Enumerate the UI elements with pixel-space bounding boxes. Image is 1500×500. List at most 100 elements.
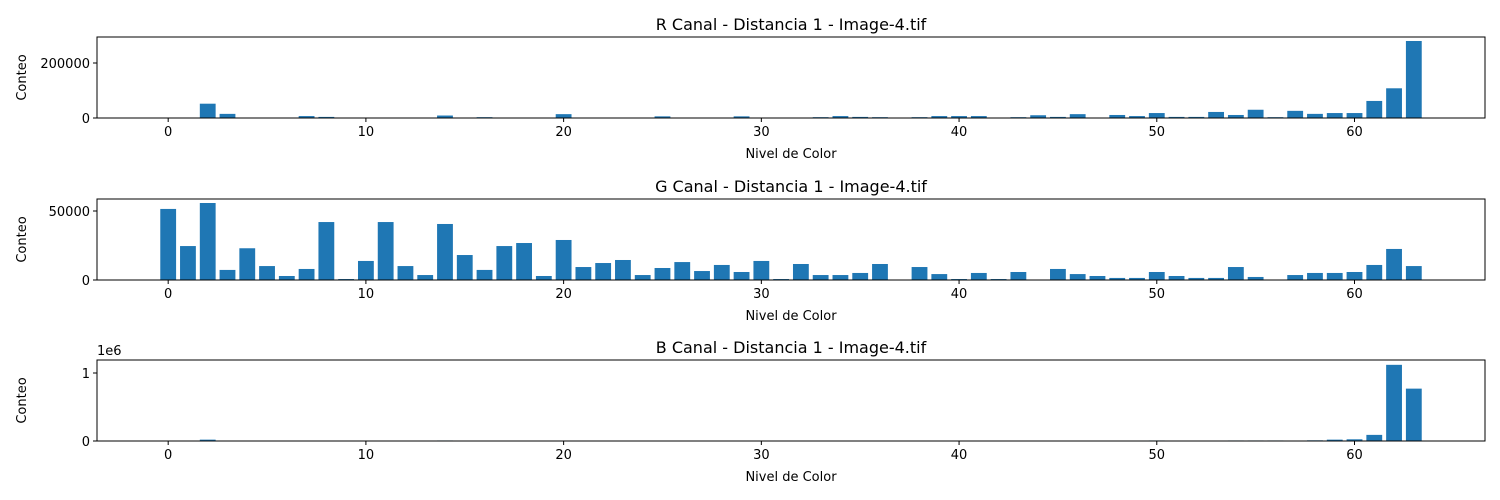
bar: [1247, 276, 1264, 280]
y-tick-label: 200000: [40, 57, 90, 72]
bar: [1405, 266, 1422, 280]
subplot-title: R Canal - Distancia 1 - Image-4.tif: [656, 15, 927, 34]
bar: [1287, 275, 1304, 280]
x-tick-label: 40: [951, 125, 968, 140]
bar: [575, 267, 592, 280]
bar: [259, 266, 275, 280]
bar: [654, 116, 671, 118]
bar: [872, 263, 888, 280]
bar: [298, 268, 315, 280]
bar: [694, 271, 710, 280]
bar: [1307, 113, 1323, 118]
bar: [1366, 434, 1383, 441]
bar: [1069, 114, 1086, 118]
bar: [1386, 88, 1402, 118]
bar: [970, 116, 987, 118]
x-tick-label: 0: [164, 448, 172, 463]
bar: [456, 255, 473, 280]
bar: [733, 271, 750, 280]
axes-frame: [96, 36, 1486, 119]
subplot-title: G Canal - Distancia 1 - Image-4.tif: [655, 177, 927, 196]
x-tick-label: 20: [555, 287, 572, 302]
bar: [595, 263, 612, 280]
bar: [1227, 114, 1244, 118]
x-tick-label: 0: [164, 287, 172, 302]
x-tick-label: 30: [753, 448, 770, 463]
bar: [1346, 271, 1363, 280]
x-tick-label: 30: [753, 125, 770, 140]
subplot-title: B Canal - Distancia 1 - Image-4.tif: [656, 338, 927, 357]
bar: [160, 208, 177, 280]
x-tick-label: 60: [1346, 287, 1363, 302]
bar: [1326, 439, 1343, 441]
y-tick-label: 0: [82, 112, 90, 127]
x-tick-label: 60: [1346, 125, 1363, 140]
bar: [1307, 272, 1323, 280]
bar: [812, 275, 829, 280]
bar: [1188, 277, 1205, 280]
x-tick-label: 60: [1346, 448, 1363, 463]
bar: [615, 259, 631, 280]
bar: [199, 103, 216, 118]
bar: [1346, 113, 1363, 118]
x-axis-label: Nivel de Color: [745, 147, 837, 162]
bar: [1326, 272, 1343, 280]
bar: [1129, 277, 1145, 280]
bar: [496, 246, 513, 280]
bar: [397, 266, 414, 280]
bar: [1109, 277, 1126, 280]
bar: [437, 223, 453, 280]
bar: [1069, 274, 1086, 280]
bar: [1366, 100, 1383, 118]
x-tick-label: 10: [358, 125, 375, 140]
bar: [1089, 275, 1106, 280]
bar: [931, 116, 948, 118]
bar: [377, 222, 394, 280]
bar: [1366, 264, 1383, 280]
y-axis-label: Conteo: [15, 377, 30, 423]
bar: [555, 239, 572, 280]
x-tick-label: 20: [555, 448, 572, 463]
y-tick-label: 0: [82, 274, 90, 289]
bar: [1148, 113, 1165, 118]
x-axis-label: Nivel de Color: [745, 470, 837, 485]
x-axis-label: Nivel de Color: [745, 309, 837, 324]
bar: [239, 248, 256, 280]
bar: [753, 260, 770, 280]
y-tick-label: 1: [82, 367, 90, 382]
bar: [1405, 388, 1422, 441]
bar: [832, 275, 849, 280]
bar: [911, 267, 928, 280]
x-tick-label: 50: [1149, 125, 1166, 140]
bar: [1287, 110, 1304, 118]
bar: [1188, 116, 1205, 118]
bar: [437, 115, 453, 118]
bar: [1247, 109, 1264, 118]
y-axis-label: Conteo: [15, 216, 30, 262]
bar: [1208, 111, 1225, 118]
bar: [357, 260, 374, 280]
axes-frame: [96, 198, 1486, 281]
y-axis-label: Conteo: [15, 54, 30, 100]
bar: [417, 275, 434, 280]
x-tick-label: 0: [164, 125, 172, 140]
bar: [298, 116, 315, 118]
bar: [1386, 248, 1402, 280]
x-tick-label: 10: [358, 287, 375, 302]
bar: [1030, 115, 1047, 118]
bar: [1050, 116, 1066, 118]
x-tick-label: 30: [753, 287, 770, 302]
bar: [1010, 271, 1027, 280]
bar: [535, 275, 552, 280]
bar: [1168, 116, 1185, 118]
bar: [1386, 364, 1402, 441]
bar: [199, 439, 216, 441]
bar: [516, 243, 532, 280]
y-tick-label: 50000: [49, 205, 90, 220]
bar: [1208, 277, 1225, 280]
bar: [713, 264, 730, 280]
bar: [792, 263, 809, 280]
bar: [1148, 271, 1165, 280]
bar: [1129, 116, 1145, 118]
